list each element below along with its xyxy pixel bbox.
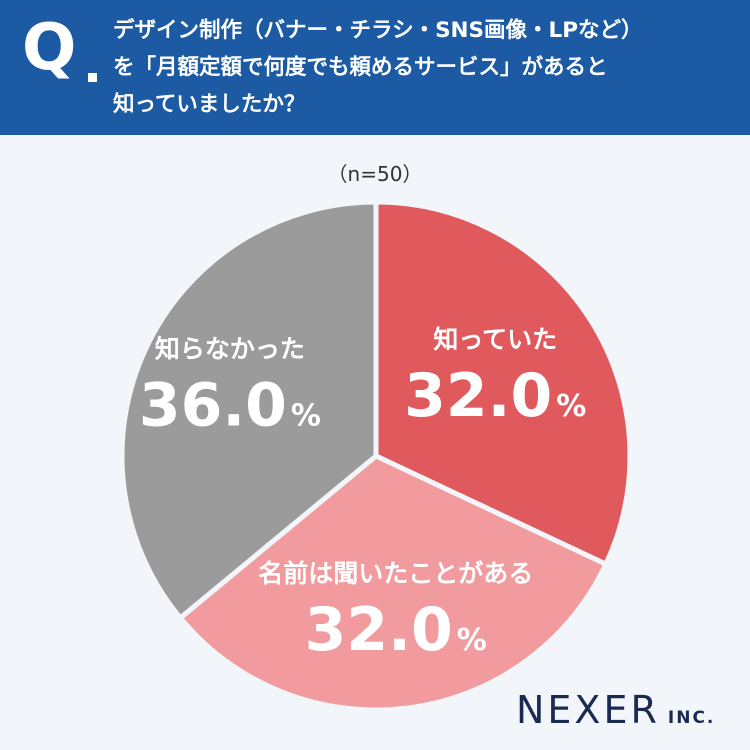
q-mark: Q — [22, 11, 76, 85]
slice-value-2: 32.0% — [305, 595, 487, 665]
sample-size: （n=50） — [327, 162, 423, 186]
pie-slice-1 — [373, 199, 633, 567]
question-line-1: デザイン制作（バナー・チラシ・SNS画像・LPなど） — [113, 18, 643, 43]
q-dot — [88, 73, 97, 82]
question-line-3: 知っていましたか？ — [113, 92, 306, 117]
company-logo: NEXER INC. — [516, 688, 715, 732]
pie-slice-2 — [177, 453, 609, 713]
slice-value-3: 36.0% — [139, 371, 321, 441]
slice-label-3: 知らなかった — [155, 335, 305, 364]
logo-sub: INC. — [667, 708, 716, 728]
pie-slice-3 — [119, 199, 379, 621]
slice-label-1: 知っていた — [433, 325, 557, 354]
slice-label-2: 名前は聞いたことがある — [258, 559, 533, 588]
logo-main: NEXER — [516, 688, 660, 732]
question-header: Q デザイン制作（バナー・チラシ・SNS画像・LPなど） を「月額定額で何度でも… — [0, 0, 750, 135]
question-text: デザイン制作（バナー・チラシ・SNS画像・LPなど） を「月額定額で何度でも頼め… — [113, 12, 738, 123]
slice-value-1: 32.0% — [404, 361, 586, 431]
question-line-2: を「月額定額で何度でも頼めるサービス」があると — [113, 55, 608, 80]
